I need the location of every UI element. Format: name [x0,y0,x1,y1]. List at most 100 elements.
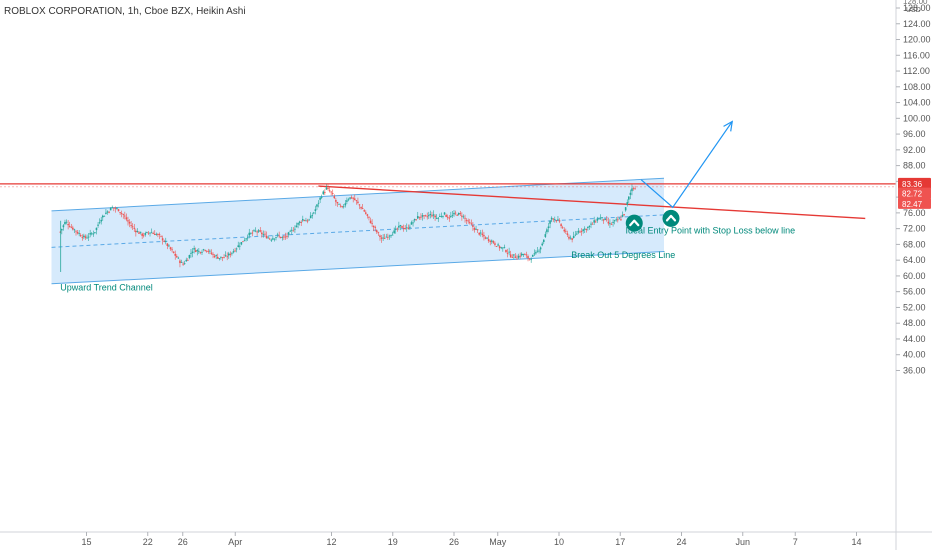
candle-body [278,235,280,237]
time-tick-label: 10 [554,537,564,547]
candle-body [270,239,273,241]
candle-body [528,258,531,260]
candle-body [473,228,476,230]
candle-body [544,234,547,237]
candle-body [198,250,200,252]
candle-body [620,219,622,221]
candle-body [353,198,356,200]
candle-body [142,235,145,237]
entry-marker-icon[interactable] [625,214,643,232]
candle-body [187,259,189,261]
candle-body [125,217,128,220]
entry-marker-icon[interactable] [662,209,680,227]
candle-body [402,227,405,229]
candle-body [609,223,611,225]
candle-body [407,227,410,229]
projection-path[interactable] [640,120,734,209]
breakout-trendline[interactable] [318,185,866,220]
entry-markers[interactable] [625,209,680,232]
candle-body [549,220,551,224]
candle-body [624,207,627,211]
candle-body [631,188,633,192]
candle-body [194,250,197,252]
candle-body [113,207,115,209]
candle-body [617,219,619,221]
candle-body [67,224,69,226]
candle-body [628,196,630,200]
candle-body [290,229,293,231]
time-axis[interactable]: 15 22 26 Apr 12 19 26 May 10 17 24 Jun 7 14 [0,531,932,547]
drawn-lines[interactable] [0,183,896,220]
candle-body [243,240,246,242]
candle-body [517,255,520,258]
channel-midline[interactable] [51,214,665,248]
time-tick-label: 7 [793,537,798,547]
candle-body [552,218,555,220]
candle-body [476,229,479,231]
candle-body [257,230,260,232]
price-axis[interactable]: 36.00 40.00 44.00 48.00 52.00 56.00 60.00 64.00… [895,0,931,550]
candle-body [341,206,343,208]
candle-body [393,230,395,234]
candle-body [210,252,213,254]
price-tick-label: 72.00 [903,224,926,234]
candle-body [109,207,112,211]
candle-body [522,254,525,255]
candle-body [246,237,249,239]
candle-body [248,232,251,236]
candle-body [75,230,77,232]
candle-body [325,187,328,190]
candle-body [335,200,337,202]
candle-body [502,247,504,249]
candle-body [587,227,589,228]
candle-body [401,226,403,228]
candle-body [111,207,114,209]
channel-lower-line[interactable] [51,250,665,285]
candle-body [535,252,537,254]
candle-body [437,217,440,219]
candle-body [432,214,435,216]
candle-body [242,241,244,243]
candle-body [542,239,545,243]
candle-body [498,246,501,249]
candle-body [100,219,102,222]
entry-marker-circle [662,209,680,227]
candle-body [103,215,106,217]
candle-body [305,220,307,222]
candle-body [538,250,540,252]
price-tick-label: 104.00 [903,98,931,108]
time-tick-label: Jun [735,537,750,547]
candle-body [65,221,68,223]
candle-body [319,197,321,200]
candle-body [569,237,572,239]
candle-body [593,220,595,223]
candles [59,184,636,272]
candle-body [508,251,510,253]
candle-body [317,202,320,204]
candle-body [62,225,65,228]
candle-body [487,239,490,241]
candle-body [598,218,600,220]
candle-body [212,254,214,256]
candle-body [128,221,131,224]
candle-body [596,218,599,221]
candle-body [383,238,386,240]
candle-body [366,214,369,216]
candle-body [253,230,255,232]
price-tick-label: 56.00 [903,287,926,297]
candle-body [355,200,358,202]
projection-line[interactable] [640,121,733,209]
candle-body [182,263,184,265]
candle-body [220,256,222,258]
candle-body [245,238,247,240]
candle-body [410,222,413,225]
price-tick-label: 100.00 [903,113,931,123]
price-tick-label: 108.00 [903,82,931,92]
candle-body [618,218,621,220]
candle-body [491,240,493,242]
candle-body [205,250,208,252]
candle-body [349,197,351,199]
candle-body [516,258,518,260]
